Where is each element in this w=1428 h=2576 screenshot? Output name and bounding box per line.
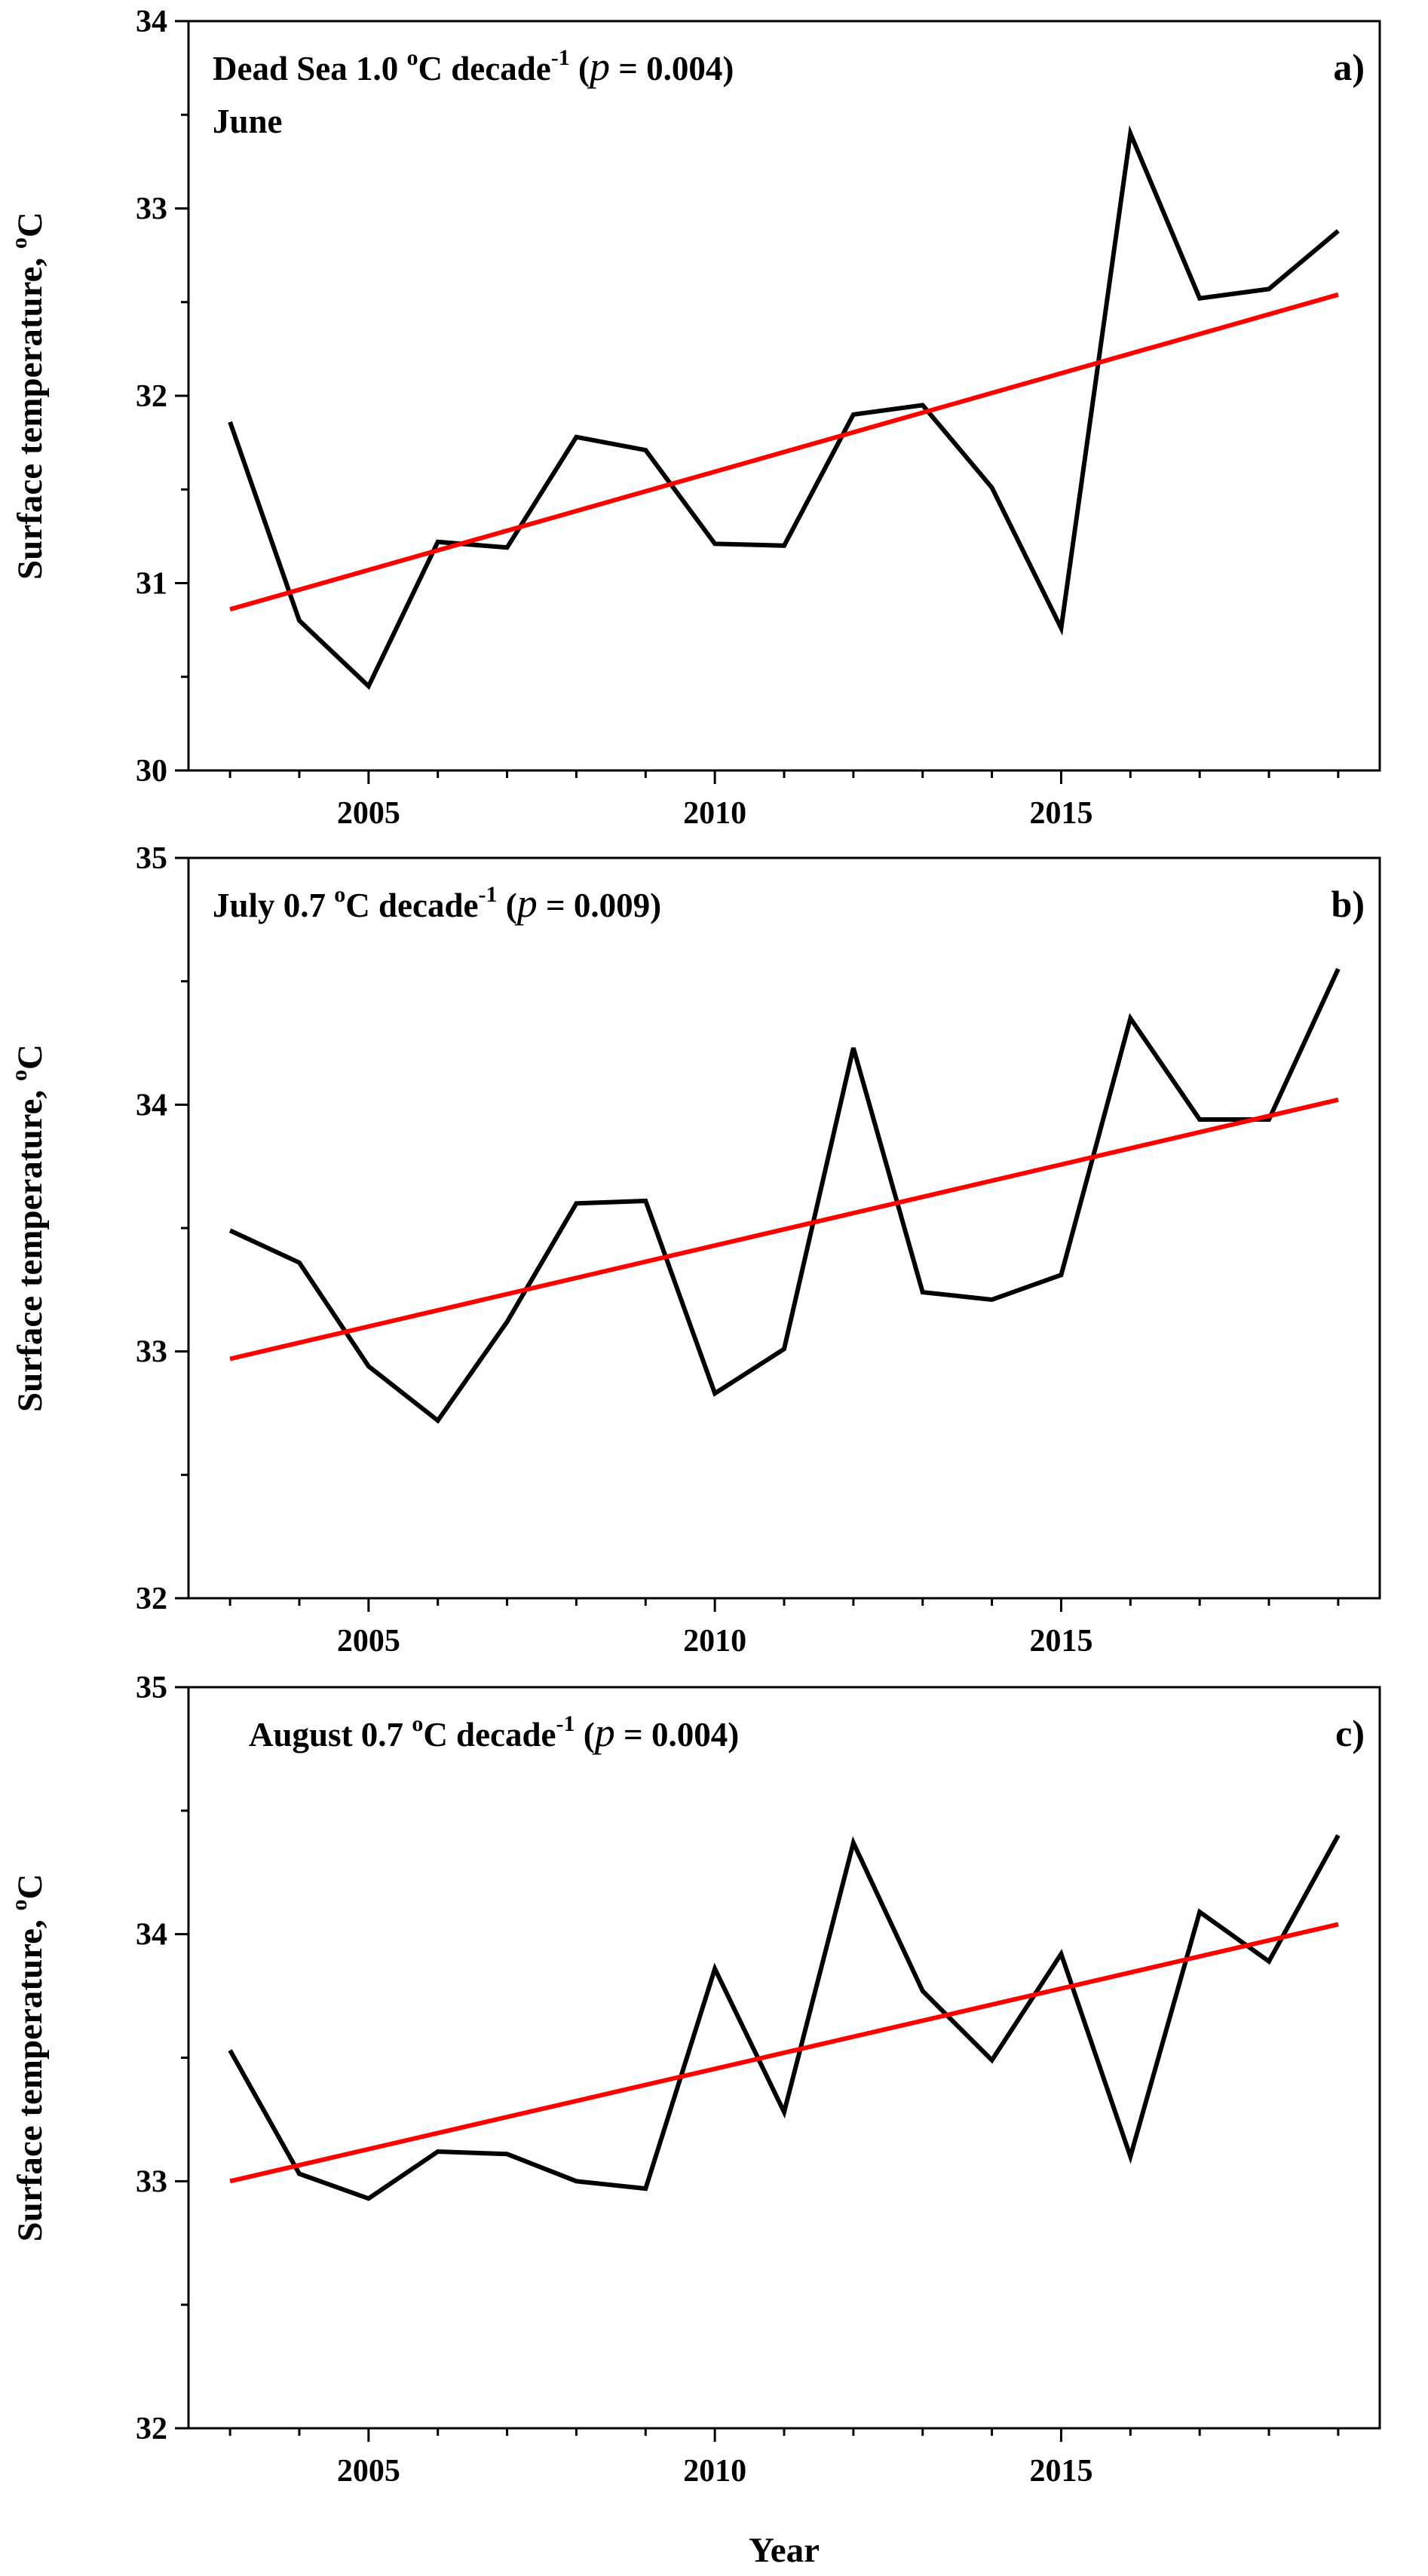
annotation-paren: (: [575, 1716, 595, 1754]
x-tick-label: 2005: [337, 1624, 400, 1659]
annotation-p-symbol: p: [514, 881, 538, 926]
panel-label: a): [1333, 46, 1365, 88]
y-axis-label-text: Surface temperature,: [11, 249, 50, 580]
trend-annotation: July 0.7 oC decade-1 (p = 0.009): [213, 881, 661, 926]
y-tick-label: 30: [136, 754, 167, 789]
annotation-degree: o: [412, 1711, 423, 1736]
annotation-month: June: [213, 103, 283, 140]
plot-frame: [187, 1686, 1381, 2430]
annotation-exponent: -1: [479, 882, 498, 907]
chart-panel-1: 30 31 32 33 34 2005 2010 2015 Surface temperatur…: [7, 5, 1381, 831]
annotation-degree: o: [407, 45, 418, 70]
x-tick-label: 2010: [683, 796, 746, 831]
trend-line: [229, 292, 1339, 612]
annotation-degree: o: [334, 882, 345, 907]
annotation-p-value: = 0.009): [538, 887, 661, 924]
plot-frame: [187, 20, 1381, 772]
annotation-text: July 0.7: [213, 887, 334, 924]
series-line-temperature: [228, 124, 1340, 691]
annotation-exponent: -1: [551, 45, 570, 70]
y-axis-label-degree: o: [7, 1900, 32, 1911]
y-tick-label: 33: [136, 192, 167, 227]
y-axis-label-unit: C: [11, 1044, 50, 1070]
annotation-text: August 0.7: [249, 1716, 412, 1754]
y-axis-label-unit: C: [11, 1874, 50, 1900]
x-axis-label: Year: [749, 2531, 820, 2570]
trend-line: [229, 1922, 1339, 2184]
chart-panel-2: 32 33 34 35 2005 2010 2015 Surface temperature,…: [7, 841, 1381, 1659]
y-axis-label: Surface temperature, oC: [7, 212, 50, 580]
trend-annotation: Dead Sea 1.0 oC decade-1 (p = 0.004): [213, 44, 734, 89]
y-tick-label: 34: [136, 1918, 167, 1953]
annotation-unit: C decade: [423, 1716, 556, 1754]
panel-label: b): [1331, 883, 1365, 925]
panel-label: c): [1335, 1712, 1365, 1754]
x-tick-label: 2005: [337, 796, 400, 831]
y-tick-label: 33: [136, 2164, 167, 2199]
trend-line: [229, 1097, 1339, 1362]
y-tick-label: 34: [136, 5, 167, 39]
y-axis-label: Surface temperature, oC: [7, 1874, 50, 2242]
y-tick-label: 35: [136, 841, 167, 876]
x-tick-label: 2010: [683, 1624, 746, 1659]
chart-panel-3: 32 33 34 35 2005 2010 2015 Surface temperature,…: [7, 1671, 1381, 2570]
annotation-paren: (: [570, 50, 590, 87]
x-tick-label: 2010: [683, 2454, 746, 2489]
y-axis-label: Surface temperature, oC: [7, 1044, 50, 1412]
y-tick-label: 35: [136, 1671, 167, 1705]
x-tick-label: 2015: [1029, 796, 1092, 831]
annotation-exponent: -1: [556, 1711, 575, 1736]
y-axis-label-text: Surface temperature,: [11, 1911, 50, 2242]
series-line-temperature: [228, 968, 1341, 1424]
y-tick-label: 32: [136, 2412, 167, 2446]
annotation-paren: (: [498, 887, 517, 924]
annotation-p-value: = 0.004): [610, 50, 734, 87]
y-tick-label: 34: [136, 1088, 167, 1123]
y-axis-label-unit: C: [11, 212, 50, 237]
y-tick-label: 33: [136, 1335, 167, 1370]
annotation-p-symbol: p: [592, 1710, 615, 1755]
y-axis-label-degree: o: [7, 237, 32, 249]
annotation-unit: C decade: [418, 50, 551, 87]
y-axis-label-text: Surface temperature,: [11, 1081, 50, 1412]
annotation-unit: C decade: [345, 887, 478, 924]
y-tick-label: 32: [136, 1582, 167, 1616]
annotation-p-symbol: p: [587, 44, 610, 89]
y-axis-label-degree: o: [7, 1070, 32, 1081]
annotation-p-value: = 0.004): [615, 1716, 739, 1754]
trend-annotation: August 0.7 oC decade-1 (p = 0.004): [249, 1710, 739, 1755]
x-tick-label: 2015: [1029, 1624, 1092, 1659]
y-tick-label: 31: [136, 567, 167, 602]
annotation-text: Dead Sea 1.0: [213, 50, 407, 87]
x-tick-label: 2015: [1029, 2454, 1092, 2489]
y-tick-label: 32: [136, 379, 167, 414]
x-tick-label: 2005: [337, 2454, 400, 2489]
